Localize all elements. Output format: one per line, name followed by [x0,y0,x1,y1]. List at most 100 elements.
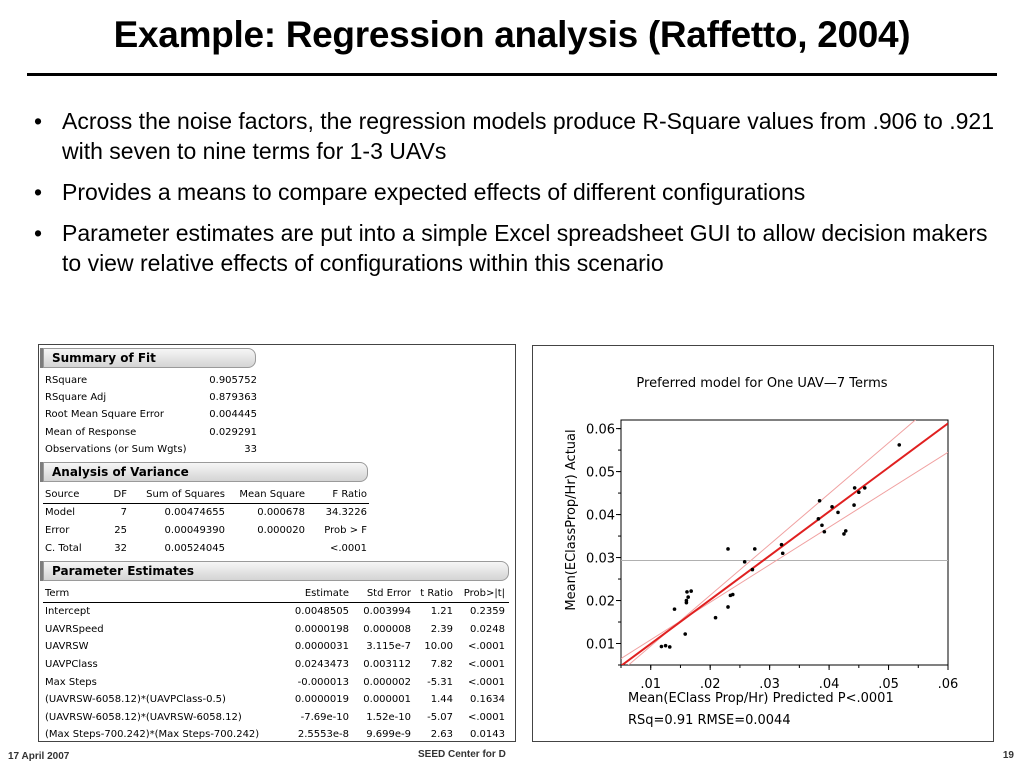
data-point [830,505,834,509]
anova-header: Source [45,489,80,500]
data-point [683,632,688,636]
data-point [842,532,846,536]
data-point [689,589,693,593]
data-point [685,590,689,594]
x-tick-label: .03 [759,677,780,692]
param-cell: 1.21 [430,606,453,617]
x-axis-stats: RSq=0.91 RMSE=0.0044 [628,713,791,728]
fit-line [621,422,948,665]
param-header: Estimate [304,588,349,599]
param-cell: <.0001 [467,659,505,670]
data-point [659,644,664,649]
anova-cell: 0.000020 [257,525,305,536]
data-point [852,486,857,490]
data-point [726,605,730,609]
param-cell: 10.00 [424,641,453,652]
param-cell: 2.63 [430,729,453,740]
param-header: Prob>|t| [463,588,505,599]
data-point [817,499,822,503]
anova-cell: 0.00474655 [164,507,225,518]
param-cell: 2.5553e-8 [297,729,349,740]
param-cell: 0.0048505 [294,606,349,617]
y-tick-label: 0.03 [586,552,615,567]
data-point [750,567,755,572]
data-point [862,486,867,490]
data-point [857,490,861,495]
anova-cell: 0.000678 [257,507,305,518]
param-term: (UAVRSW-6058.12)*(UAVRSW-6058.12) [45,712,242,723]
param-cell: 0.000008 [363,624,411,635]
data-point [742,560,747,564]
data-point [726,547,730,551]
param-cell: 0.0243473 [294,659,349,670]
slide-title: Example: Regression analysis (Raffetto, … [113,14,911,55]
data-point [684,598,689,603]
summary-of-fit-header[interactable]: Summary of Fit [40,348,256,368]
y-tick-label: 0.01 [586,638,615,653]
fit-value: 0.029291 [209,427,257,438]
data-point [816,517,821,521]
param-cell: <.0001 [467,641,505,652]
x-tick-label: .04 [819,677,840,692]
param-cell: 0.2359 [470,606,505,617]
param-cell: 0.0248 [470,624,505,635]
param-cell: 1.52e-10 [366,712,411,723]
analysis-of-variance-header[interactable]: Analysis of Variance [40,462,368,482]
data-point [897,443,902,447]
param-term: Intercept [45,606,91,617]
param-term: UAVPClass [45,659,98,670]
param-cell: 0.0143 [470,729,505,740]
param-cell: 0.000002 [363,677,411,688]
param-term: (UAVRSW-6058.12)*(UAVPClass-0.5) [45,694,226,705]
data-point [843,529,848,533]
data-point [820,523,824,528]
param-cell: 0.000001 [363,694,411,705]
param-cell: -5.31 [427,677,453,688]
param-cell: 0.003994 [363,606,411,617]
anova-header: Mean Square [239,489,305,500]
anova-cell: <.0001 [329,543,367,554]
bullet-item: Provides a means to compare expected eff… [34,177,1004,207]
param-cell: -0.000013 [297,677,349,688]
param-cell: 0.0000198 [294,624,349,635]
param-cell: 9.699e-9 [366,729,411,740]
param-cell: 1.44 [430,694,453,705]
anova-cell: Model [45,507,76,518]
param-cell: 3.115e-7 [366,641,411,652]
x-tick-label: .01 [640,677,661,692]
data-point [730,592,735,597]
param-cell: <.0001 [467,677,505,688]
anova-cell: 0.00524045 [164,543,225,554]
anova-cell: 7 [120,507,127,518]
param-cell: 0.1634 [470,694,505,705]
param-cell: 7.82 [430,659,453,670]
param-header-rule [43,602,509,603]
data-point [780,551,785,556]
anova-cell: C. Total [45,543,82,554]
anova-header: Sum of Squares [146,489,225,500]
fit-lines-group [621,420,948,665]
title-underline [27,73,997,76]
data-point [822,529,827,534]
y-tick-label: 0.04 [586,509,615,524]
y-axis-label: Mean(EClassProp/Hr) Actual [564,429,579,610]
fit-value: 0.004445 [209,409,257,420]
data-point [663,643,668,648]
fit-value: 33 [244,444,257,455]
parameter-estimates-header[interactable]: Parameter Estimates [40,561,509,581]
anova-cell: Error [45,525,70,536]
data-point [752,547,757,551]
param-header: t Ratio [420,588,453,599]
param-cell: 0.0000031 [294,641,349,652]
regression-report: Summary of Fit RSquare 0.905752 RSquare … [38,344,516,742]
x-tick-label: .06 [938,677,959,692]
y-tick-label: 0.05 [586,466,615,481]
param-header: Term [45,588,70,599]
fit-label: RSquare Adj [45,392,107,403]
fit-label: RSquare [45,375,88,386]
footer-date: 17 April 2007 [8,751,70,762]
param-term: UAVRSW [45,641,89,652]
data-point [779,542,784,547]
param-cell: 0.0000019 [294,694,349,705]
data-point [667,645,672,649]
